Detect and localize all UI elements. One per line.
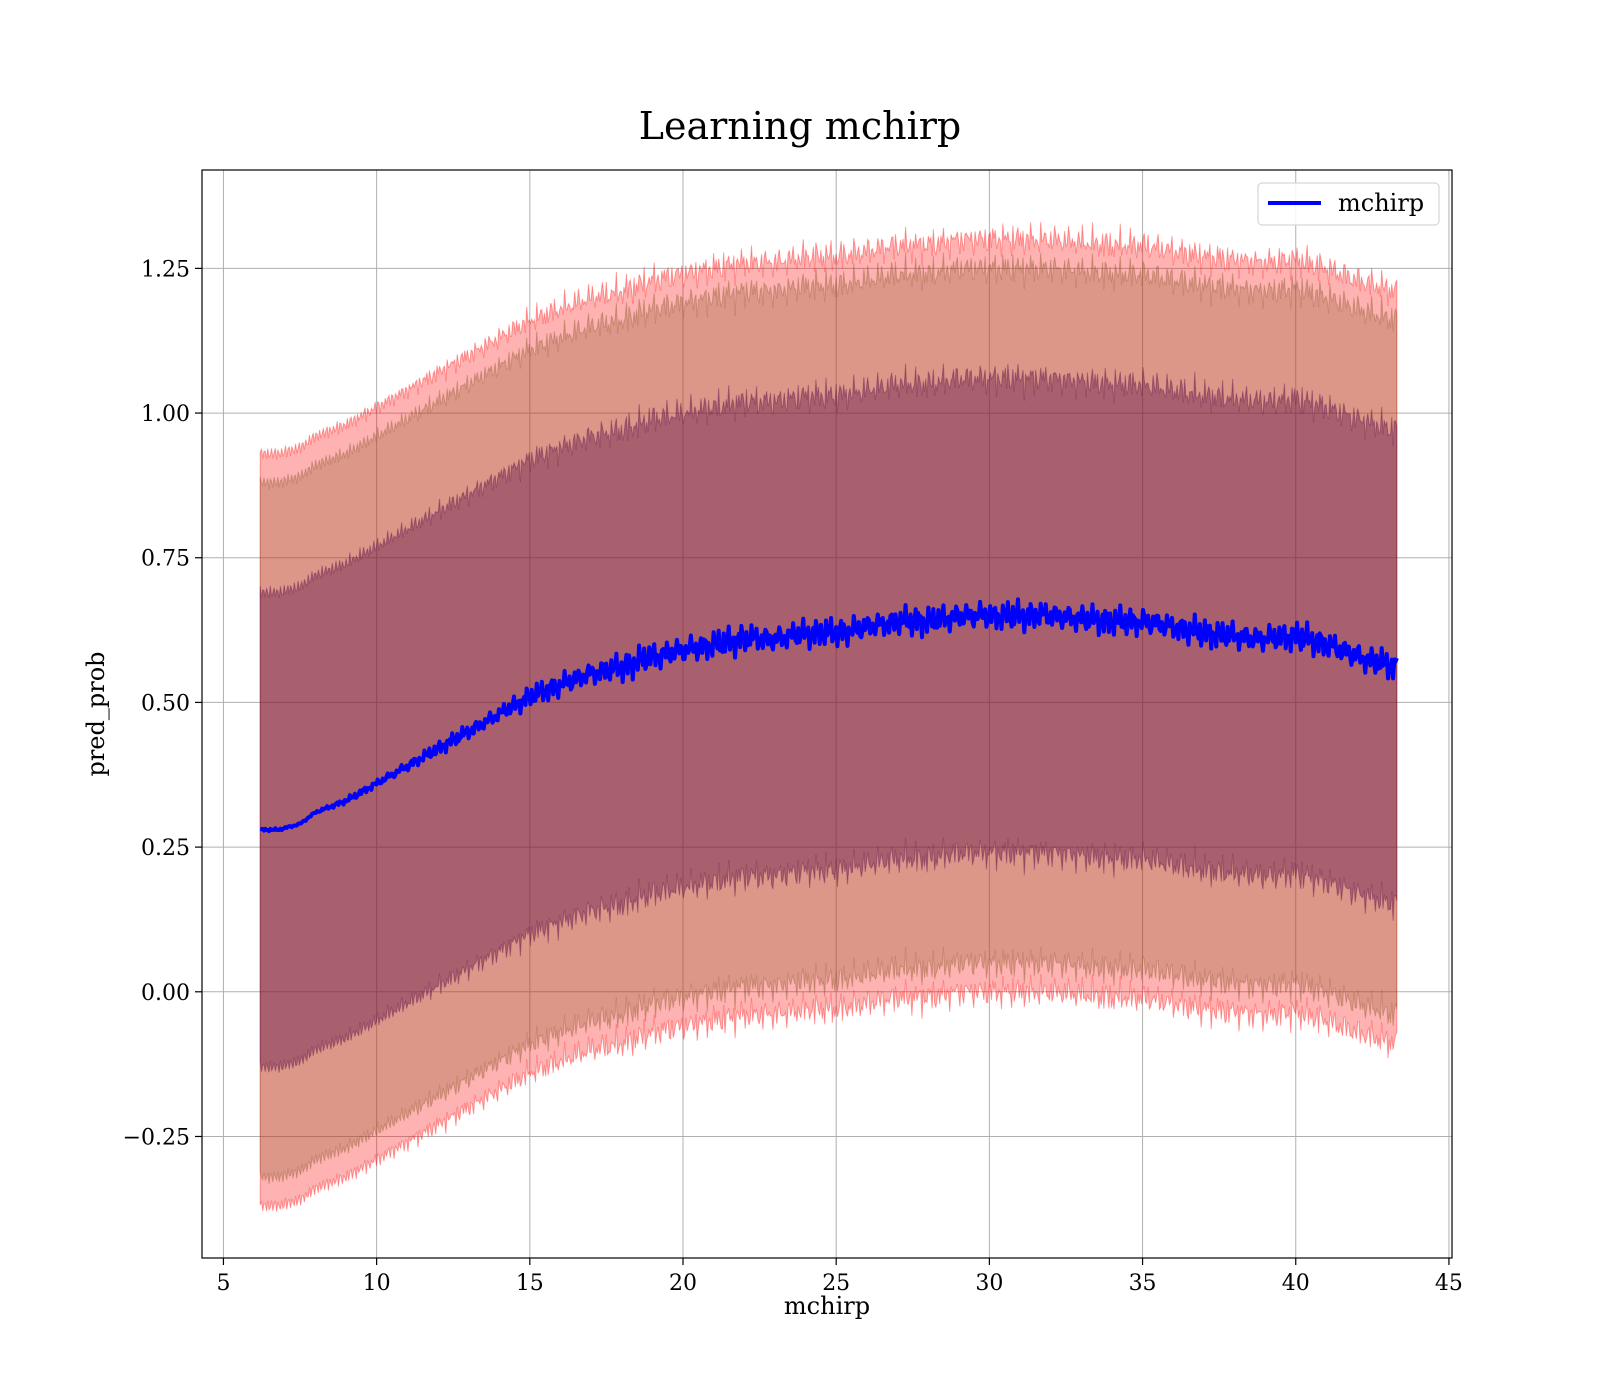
legend-label-mchirp: mchirp bbox=[1338, 189, 1424, 217]
series-line-mchirp bbox=[259, 597, 1399, 834]
band-3-sigma bbox=[259, 221, 1398, 1212]
y-tick-label: 1.00 bbox=[141, 402, 190, 427]
y-tick-label: 1.25 bbox=[141, 257, 190, 282]
chart-title: Learning mchirp bbox=[638, 104, 962, 148]
x-tick-label: 35 bbox=[1129, 1271, 1157, 1296]
x-tick-label: 5 bbox=[216, 1271, 230, 1296]
x-tick-label: 15 bbox=[516, 1271, 544, 1296]
x-tick-label: 10 bbox=[363, 1271, 391, 1296]
x-tick-label: 40 bbox=[1282, 1271, 1310, 1296]
legend: mchirp bbox=[1257, 182, 1440, 226]
band-1-sigma bbox=[259, 363, 1398, 1073]
x-tick-label: 45 bbox=[1435, 1271, 1463, 1296]
y-tick-label: 0.00 bbox=[141, 981, 190, 1006]
y-tick-label: 0.75 bbox=[141, 547, 190, 572]
y-tick-label: 0.25 bbox=[141, 836, 190, 861]
axis-ticks: 5 10 15 20 25 30 35 40 45 −0.25 0.00 0.25 0.50 0.75 1.… bbox=[123, 257, 1463, 1296]
x-axis-label: mchirp bbox=[784, 1292, 870, 1320]
x-tick-label: 20 bbox=[669, 1271, 697, 1296]
y-tick-label: −0.25 bbox=[123, 1125, 190, 1150]
confidence-bands bbox=[259, 221, 1398, 1212]
plot-frame bbox=[201, 169, 1453, 1259]
x-tick-label: 25 bbox=[822, 1271, 850, 1296]
y-tick-label: 0.50 bbox=[141, 691, 190, 716]
y-axis-label: pred_prob bbox=[82, 651, 110, 776]
series-lines bbox=[259, 597, 1399, 834]
x-tick-label: 30 bbox=[975, 1271, 1003, 1296]
legend-box bbox=[1257, 182, 1440, 226]
band-2-sigma bbox=[259, 252, 1398, 1185]
grid-lines bbox=[202, 170, 1452, 1258]
